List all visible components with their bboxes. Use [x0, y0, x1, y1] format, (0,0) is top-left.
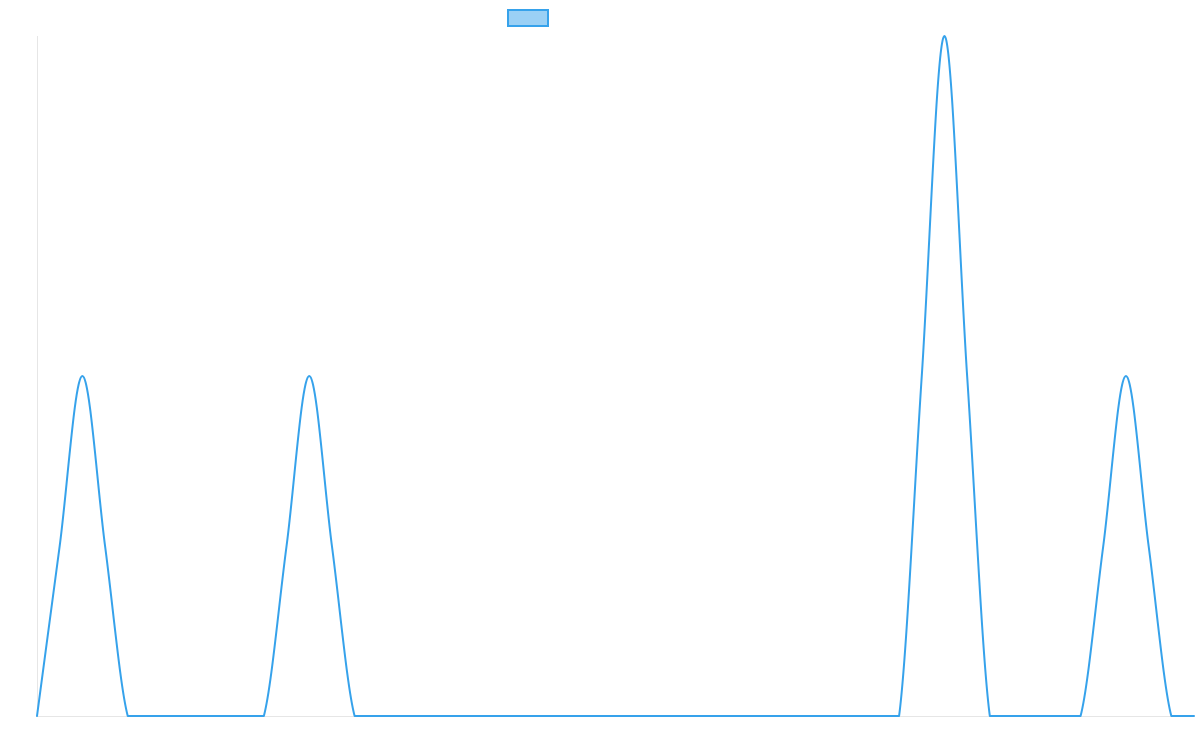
data-point-1-27[interactable] — [624, 713, 630, 719]
legend-swatch[interactable] — [507, 9, 549, 27]
data-point-1-16[interactable] — [374, 713, 380, 719]
data-point-1-23[interactable] — [533, 713, 539, 719]
data-point-1-3[interactable] — [79, 373, 85, 379]
data-point-1-5[interactable] — [125, 713, 131, 719]
data-point-1-44[interactable] — [1010, 713, 1016, 719]
data-point-1-48[interactable] — [1100, 543, 1106, 549]
data-point-1-21[interactable] — [488, 713, 494, 719]
data-point-1-17[interactable] — [397, 713, 403, 719]
data-point-1-4[interactable] — [102, 543, 108, 549]
data-point-1-9[interactable] — [215, 713, 221, 719]
data-point-1-22[interactable] — [510, 713, 516, 719]
data-point-1-31[interactable] — [715, 713, 721, 719]
data-point-1-30[interactable] — [692, 713, 698, 719]
data-point-1-24[interactable] — [556, 713, 562, 719]
data-point-1-42[interactable] — [964, 373, 970, 379]
data-point-1-14[interactable] — [329, 543, 335, 549]
data-point-1-32[interactable] — [737, 713, 743, 719]
data-point-1-25[interactable] — [578, 713, 584, 719]
data-point-1-15[interactable] — [352, 713, 358, 719]
data-point-1-50[interactable] — [1146, 543, 1152, 549]
data-point-1-2[interactable] — [57, 543, 63, 549]
data-point-1-19[interactable] — [442, 713, 448, 719]
data-point-1-28[interactable] — [647, 713, 653, 719]
data-point-1-37[interactable] — [851, 713, 857, 719]
data-point-1-52[interactable] — [1191, 713, 1197, 719]
data-point-1-47[interactable] — [1078, 713, 1084, 719]
data-point-1-1[interactable] — [34, 713, 40, 719]
data-point-1-11[interactable] — [261, 713, 267, 719]
data-point-1-26[interactable] — [601, 713, 607, 719]
series-group — [34, 33, 1197, 719]
data-point-1-51[interactable] — [1168, 713, 1174, 719]
data-point-1-12[interactable] — [284, 543, 290, 549]
data-point-1-35[interactable] — [805, 713, 811, 719]
data-point-1-41[interactable] — [941, 33, 947, 39]
axes — [37, 36, 1194, 717]
legend — [507, 9, 549, 27]
data-point-1-39[interactable] — [896, 713, 902, 719]
data-point-1-10[interactable] — [238, 713, 244, 719]
data-point-1-20[interactable] — [465, 713, 471, 719]
data-point-1-38[interactable] — [873, 713, 879, 719]
series-line-1[interactable] — [36, 35, 1195, 717]
data-point-1-36[interactable] — [828, 713, 834, 719]
data-point-1-29[interactable] — [669, 713, 675, 719]
data-point-1-6[interactable] — [147, 713, 153, 719]
data-point-1-18[interactable] — [420, 713, 426, 719]
data-point-1-43[interactable] — [987, 713, 993, 719]
data-point-1-45[interactable] — [1032, 713, 1038, 719]
data-point-1-8[interactable] — [193, 713, 199, 719]
data-point-1-46[interactable] — [1055, 713, 1061, 719]
data-point-1-34[interactable] — [783, 713, 789, 719]
data-point-1-40[interactable] — [919, 373, 925, 379]
data-point-1-13[interactable] — [306, 373, 312, 379]
data-point-1-49[interactable] — [1123, 373, 1129, 379]
data-point-1-33[interactable] — [760, 713, 766, 719]
data-point-1-7[interactable] — [170, 713, 176, 719]
